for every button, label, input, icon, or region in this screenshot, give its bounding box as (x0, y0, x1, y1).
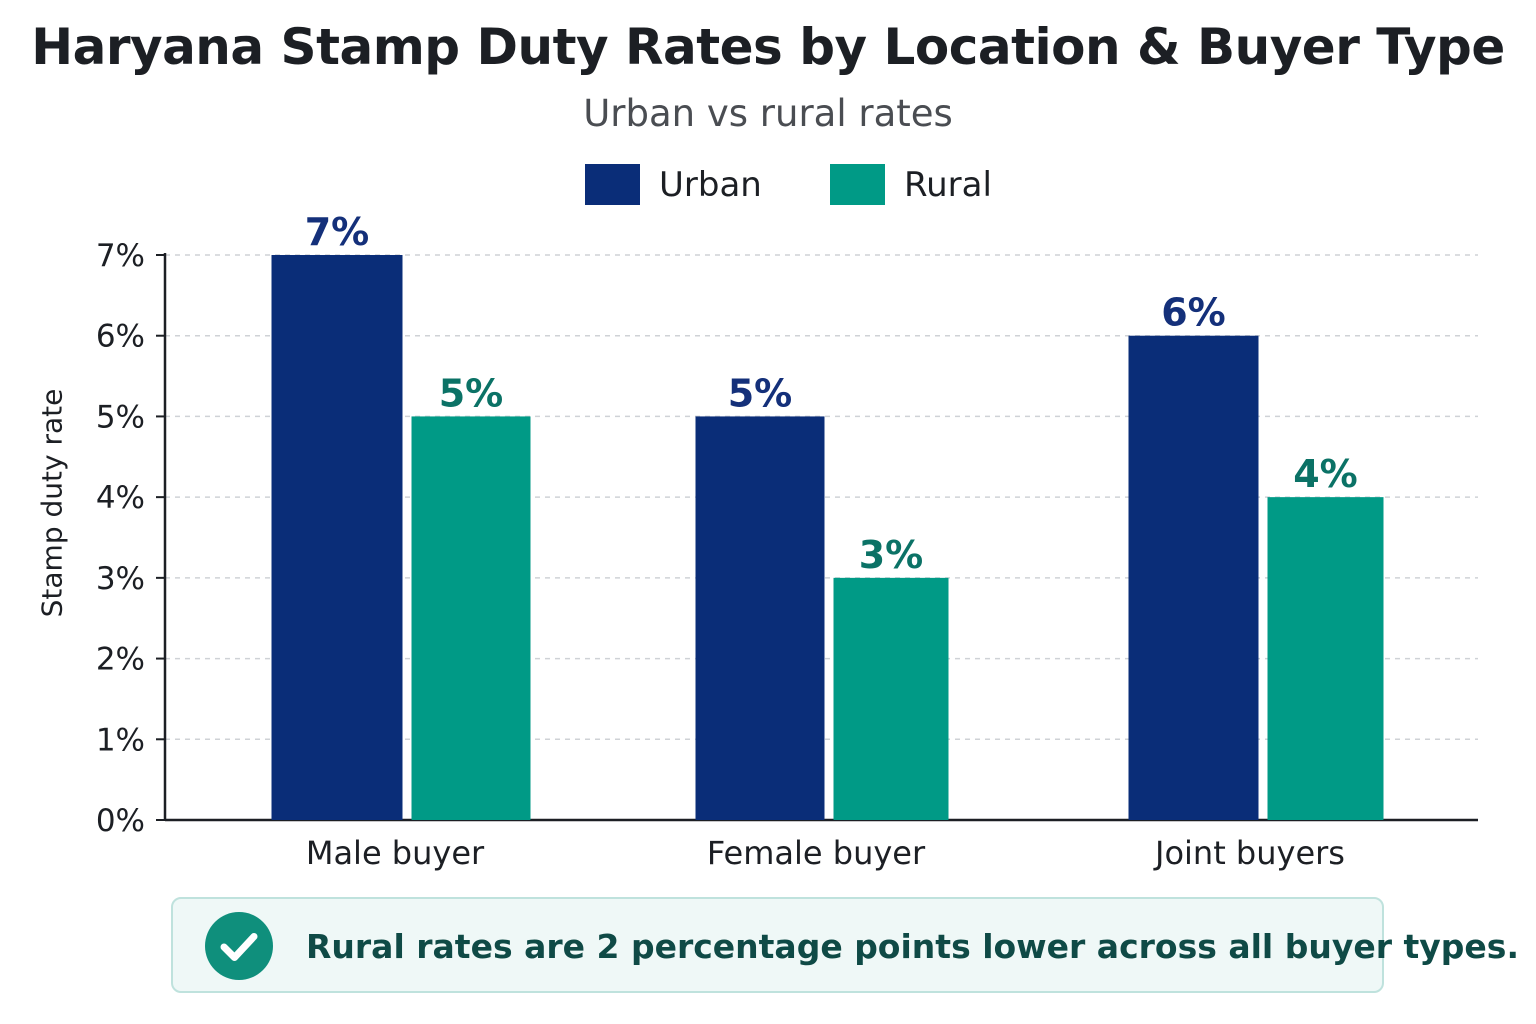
bar-urban (1128, 335, 1259, 820)
chart-title: Haryana Stamp Duty Rates by Location & B… (31, 18, 1505, 76)
y-tick-label: 6% (96, 319, 145, 355)
y-tick-label: 2% (96, 642, 145, 678)
data-label-rural: 5% (439, 371, 504, 415)
legend-swatch-urban (585, 164, 640, 205)
bar-urban (695, 416, 825, 820)
bar-rural (411, 416, 531, 820)
data-label-urban: 7% (305, 210, 370, 254)
bar-urban (271, 255, 403, 820)
bar-rural (1267, 497, 1384, 820)
summary-callout: Rural rates are 2 percentage points lowe… (171, 897, 1519, 993)
chart-subtitle: Urban vs rural rates (583, 92, 953, 135)
data-label-rural: 3% (859, 533, 924, 577)
y-tick-label: 0% (96, 803, 145, 839)
y-tick-label: 4% (96, 480, 145, 516)
bar-rural (833, 577, 949, 820)
callout-text: Rural rates are 2 percentage points lowe… (306, 927, 1519, 966)
data-label-urban: 6% (1161, 291, 1226, 335)
x-tick-label: Male buyer (306, 834, 485, 872)
check-circle-icon (205, 912, 273, 980)
legend-label-urban: Urban (659, 165, 762, 205)
x-tick-label: Joint buyers (1153, 834, 1345, 872)
data-label-rural: 4% (1293, 452, 1358, 496)
y-tick-label: 7% (96, 238, 145, 274)
y-tick-label: 3% (96, 561, 145, 597)
legend-label-rural: Rural (904, 165, 992, 205)
data-label-urban: 5% (728, 371, 793, 415)
y-tick-label: 5% (96, 399, 145, 435)
legend: Urban Rural (0, 164, 1536, 206)
legend-swatch-rural (830, 164, 885, 205)
y-tick-label: 1% (96, 722, 145, 758)
x-tick-label: Female buyer (707, 834, 926, 872)
